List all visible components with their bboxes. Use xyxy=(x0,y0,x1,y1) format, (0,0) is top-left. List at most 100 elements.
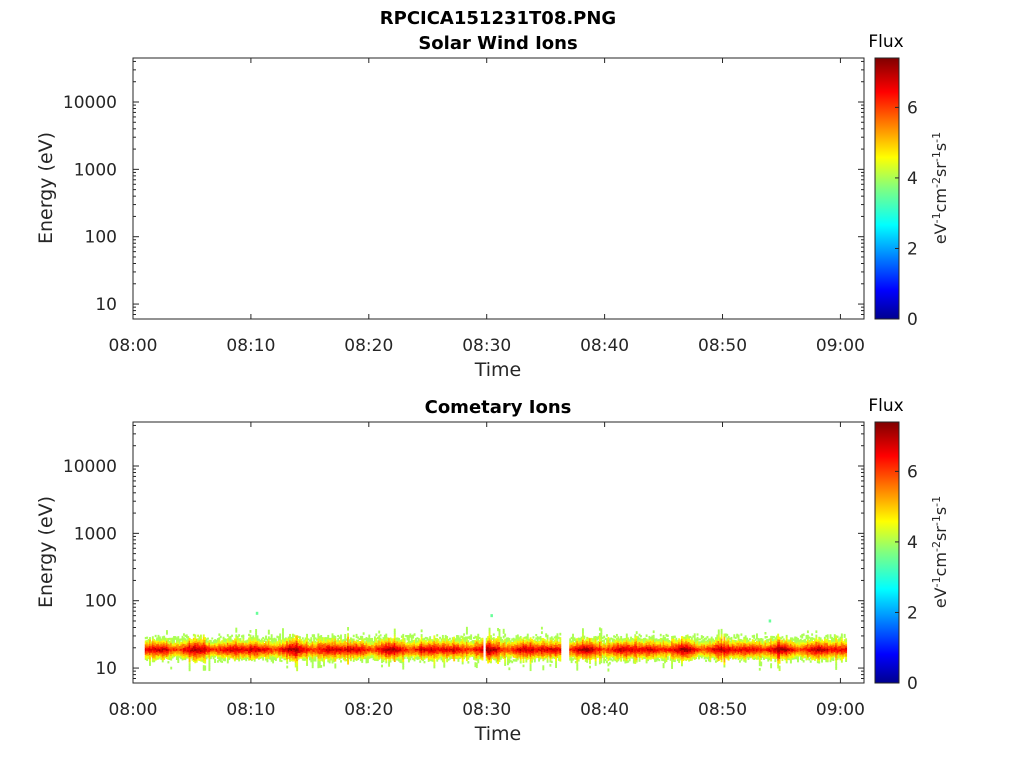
flux-cell xyxy=(474,644,477,648)
flux-cell xyxy=(688,652,690,655)
flux-cell xyxy=(266,638,269,641)
flux-cell xyxy=(415,643,417,646)
flux-cell xyxy=(451,646,454,649)
flux-cell xyxy=(214,658,217,662)
flux-cell xyxy=(209,641,212,644)
flux-cell xyxy=(584,649,587,652)
flux-cell xyxy=(665,652,668,656)
flux-cell xyxy=(265,652,267,655)
flux-cell xyxy=(171,643,174,646)
flux-cell xyxy=(381,643,383,646)
flux-cell xyxy=(253,653,256,656)
flux-cell xyxy=(522,643,525,647)
flux-cell xyxy=(522,656,525,659)
flux-cell xyxy=(647,650,649,653)
flux-cell xyxy=(365,655,368,658)
x-tick-label: 08:40 xyxy=(580,336,629,356)
flux-cell xyxy=(215,649,218,652)
flux-cell xyxy=(583,643,586,646)
flux-cell xyxy=(598,655,601,659)
flux-cell xyxy=(447,653,450,656)
flux-cell xyxy=(688,637,690,641)
flux-cell xyxy=(495,660,498,663)
flux-cell xyxy=(587,640,590,644)
flux-cell xyxy=(623,638,625,641)
flux-cell xyxy=(552,648,555,650)
flux-cell xyxy=(492,639,495,642)
flux-cell xyxy=(430,650,433,653)
flux-cell xyxy=(365,644,368,647)
flux-cell xyxy=(610,645,613,648)
flux-cell xyxy=(519,635,522,639)
flux-cell xyxy=(417,656,420,659)
flux-cell xyxy=(546,656,549,659)
flux-cell xyxy=(538,642,541,645)
flux-cell xyxy=(624,643,627,646)
flux-cell xyxy=(422,652,425,655)
flux-cell xyxy=(488,637,491,641)
flux-cell xyxy=(642,656,645,659)
flux-cell xyxy=(366,644,369,648)
flux-cell xyxy=(383,648,386,652)
flux-cell xyxy=(324,649,327,653)
flux-cell xyxy=(335,648,338,651)
flux-cell xyxy=(634,648,637,652)
flux-cell xyxy=(630,653,632,656)
flux-cell xyxy=(481,637,484,641)
flux-cell xyxy=(440,658,443,661)
flux-cell xyxy=(173,648,175,651)
flux-cell xyxy=(485,647,488,650)
flux-cell xyxy=(487,648,490,652)
flux-cell xyxy=(188,663,191,667)
flux-cell xyxy=(256,649,259,652)
flux-cell xyxy=(241,642,243,645)
flux-cell xyxy=(351,650,354,653)
flux-cell xyxy=(477,650,480,653)
flux-cell xyxy=(241,647,243,650)
flux-cell xyxy=(393,654,396,658)
flux-cell xyxy=(460,640,463,643)
flux-cell xyxy=(577,652,580,655)
flux-cell xyxy=(492,650,495,653)
flux-cell xyxy=(160,643,163,646)
flux-cell xyxy=(597,644,600,647)
flux-cell xyxy=(627,644,630,647)
flux-cell xyxy=(417,642,420,645)
flux-cell xyxy=(639,647,642,650)
flux-cell xyxy=(604,642,607,645)
flux-cell xyxy=(357,654,359,657)
flux-cell xyxy=(572,648,574,652)
flux-cell xyxy=(607,639,610,643)
flux-cell xyxy=(304,641,307,644)
flux-cell xyxy=(593,639,596,642)
flux-cell xyxy=(342,640,345,644)
flux-cell xyxy=(235,629,238,633)
flux-cell xyxy=(531,654,533,657)
flux-cell xyxy=(158,656,161,659)
flux-cell xyxy=(166,652,168,655)
flux-cell xyxy=(332,644,335,648)
flux-cell xyxy=(197,647,200,650)
flux-cell xyxy=(378,630,381,634)
flux-cell xyxy=(282,645,284,648)
flux-cell xyxy=(553,656,556,659)
flux-cell xyxy=(492,652,495,655)
flux-cell xyxy=(480,648,483,651)
flux-cell xyxy=(242,651,245,655)
flux-cell xyxy=(552,656,555,659)
flux-cell xyxy=(545,643,548,647)
flux-cell xyxy=(497,636,499,640)
flux-cell xyxy=(586,653,589,656)
flux-cell xyxy=(652,645,655,649)
flux-cell xyxy=(188,642,191,646)
flux-cell xyxy=(665,656,668,660)
flux-cell xyxy=(233,655,236,658)
flux-cell xyxy=(600,638,603,642)
flux-cell xyxy=(335,651,338,655)
flux-cell xyxy=(209,642,212,645)
flux-cell xyxy=(514,655,516,659)
flux-cell xyxy=(654,658,657,661)
flux-cell xyxy=(209,654,212,657)
flux-cell xyxy=(601,646,604,649)
flux-cell xyxy=(492,633,495,636)
